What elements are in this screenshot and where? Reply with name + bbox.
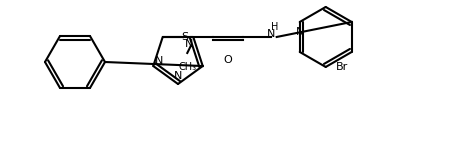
Text: S: S	[181, 32, 188, 42]
Text: H: H	[271, 22, 278, 32]
Text: N: N	[296, 27, 304, 37]
Text: Br: Br	[336, 62, 348, 72]
Text: O: O	[223, 55, 232, 65]
Text: CH₃: CH₃	[178, 62, 196, 72]
Text: N: N	[155, 56, 164, 66]
Text: N: N	[185, 39, 193, 49]
Text: N: N	[174, 71, 182, 81]
Text: N: N	[266, 29, 275, 39]
